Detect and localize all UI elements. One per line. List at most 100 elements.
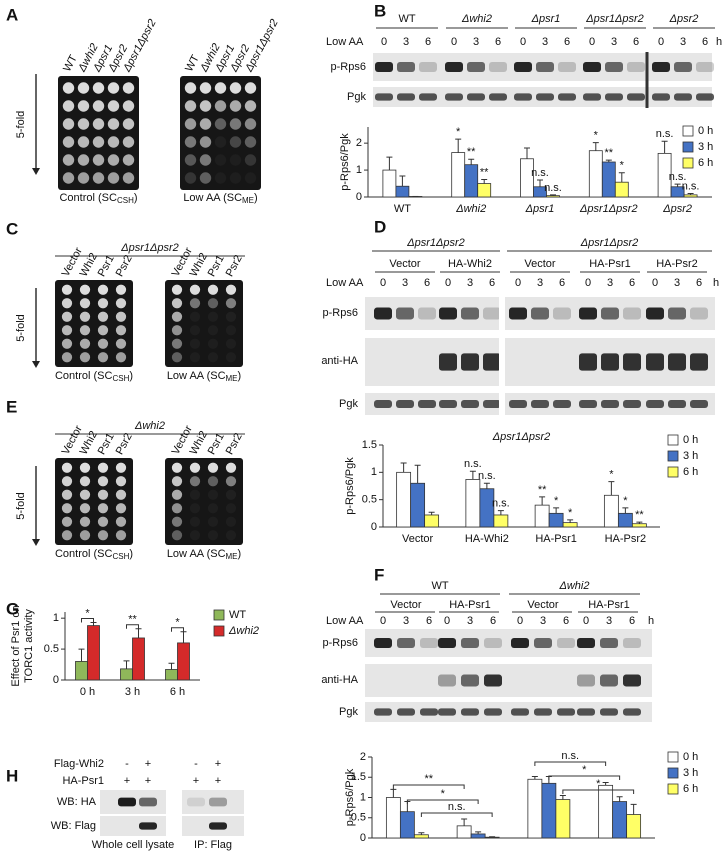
significance-label: * [441, 788, 446, 800]
spot [184, 154, 197, 166]
time-label: 3 [467, 277, 473, 289]
sign-label: + [215, 775, 221, 787]
caption-end: ) [129, 370, 133, 382]
spot [207, 530, 219, 541]
band [583, 93, 601, 101]
spot [115, 298, 127, 309]
band [420, 637, 438, 649]
time-label: 3 [473, 36, 479, 48]
spot [97, 489, 109, 500]
significance-label: n.s. [464, 458, 482, 470]
spot [79, 298, 91, 309]
caption-text: Low AA (SC [183, 192, 242, 204]
error-bar [674, 183, 681, 187]
sign-label: - [194, 758, 198, 770]
band [396, 307, 414, 320]
plate-column-label: Δpsr1Δpsr2 [121, 17, 159, 74]
y-tick-label: 0 [53, 674, 59, 686]
spot [97, 530, 109, 541]
spot [92, 100, 105, 112]
time-label: 3 [537, 277, 543, 289]
band [397, 708, 415, 716]
spot [184, 172, 197, 184]
time-label: 0 [380, 615, 386, 627]
error-bar [618, 172, 625, 183]
time-label: 6 [426, 615, 432, 627]
legend-swatch [682, 141, 694, 153]
spot [189, 503, 201, 514]
spot [79, 462, 91, 473]
bar [451, 152, 466, 198]
plate-caption: Low AA (SCME) [183, 192, 257, 205]
significance-label: n.s. [682, 180, 700, 192]
bar [396, 471, 412, 528]
band [514, 93, 532, 101]
error-bar [475, 831, 482, 834]
spot [97, 284, 109, 295]
arrow-head [32, 168, 40, 175]
time-label: 3 [403, 36, 409, 48]
legend-swatch [213, 609, 225, 621]
blot-caption: Whole cell lysate [92, 839, 175, 851]
bar [588, 150, 603, 198]
band [557, 708, 575, 716]
plate-caption: Control (SCCSH) [55, 370, 133, 383]
band [420, 708, 438, 716]
spot [92, 172, 105, 184]
plate [165, 458, 243, 545]
blot-label: p-Rps6 [331, 61, 366, 73]
spot [244, 118, 257, 130]
spot [189, 311, 201, 322]
time-label: 3 [542, 36, 548, 48]
significance-label: * [85, 607, 90, 619]
spot [229, 172, 242, 184]
error-bar [399, 175, 406, 187]
time-label: 3 [402, 277, 408, 289]
spot [244, 82, 257, 94]
spot [97, 311, 109, 322]
spot [189, 325, 201, 336]
band [509, 307, 527, 320]
plate-caption: Control (SCCSH) [55, 548, 133, 561]
significance-label: * [554, 495, 559, 507]
blot-caption: IP: Flag [194, 839, 232, 851]
strain-label: Δpsr1 [531, 13, 561, 25]
band [461, 637, 479, 649]
caption-end: ) [238, 548, 242, 560]
legend-swatch [667, 783, 679, 795]
band [397, 637, 415, 649]
band [668, 307, 686, 320]
band [668, 400, 686, 408]
significance-bracket [420, 812, 493, 817]
spot [229, 154, 242, 166]
plate-caption: Low AA (SCME) [167, 370, 241, 383]
time-label: 0 [451, 36, 457, 48]
spot [225, 325, 237, 336]
time-label: 0 [520, 36, 526, 48]
band [483, 307, 501, 320]
spot [61, 530, 73, 541]
time-label: 0 [515, 277, 521, 289]
band [397, 61, 415, 73]
band [623, 400, 641, 408]
caption-text: Control (SC [55, 548, 113, 560]
error-bar [135, 628, 142, 638]
error-bar [390, 788, 397, 798]
bar [493, 514, 509, 528]
y-tick-label: 0.5 [44, 643, 59, 655]
strain-label: WT [398, 13, 415, 25]
spot [115, 462, 127, 473]
caption-subscript: CSH [117, 196, 134, 205]
error-bar [90, 622, 97, 626]
band [484, 637, 502, 649]
panel-letter: H [6, 766, 18, 785]
spot [79, 503, 91, 514]
error-bar [592, 142, 599, 151]
y-tick-label: 1.5 [362, 439, 377, 451]
significance-label: * [623, 495, 628, 507]
spot [225, 462, 237, 473]
spot [107, 172, 120, 184]
plate [165, 280, 243, 367]
spot [184, 82, 197, 94]
band [577, 674, 595, 687]
